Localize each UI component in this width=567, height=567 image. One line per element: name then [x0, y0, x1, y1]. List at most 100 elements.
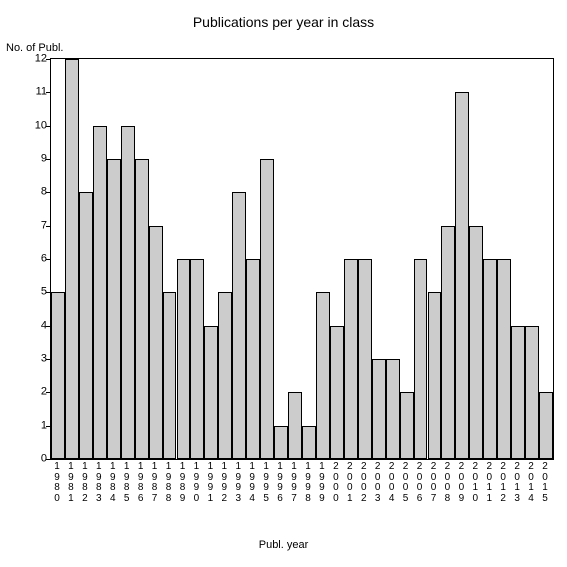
x-tick-label: 1 9 8 3	[94, 462, 104, 504]
y-tick-mark	[46, 359, 51, 360]
y-tick-label: 2	[23, 387, 47, 398]
bar	[107, 159, 121, 459]
x-tick-label: 1 9 9 6	[275, 462, 285, 504]
bar	[400, 392, 414, 459]
y-tick-label: 7	[23, 220, 47, 231]
bar	[93, 126, 107, 459]
x-tick-label: 1 9 9 9	[317, 462, 327, 504]
x-tick-label: 1 9 9 0	[191, 462, 201, 504]
x-tick-label: 1 9 9 5	[261, 462, 271, 504]
bar	[455, 92, 469, 459]
bar	[246, 259, 260, 459]
bar	[497, 259, 511, 459]
bar	[539, 392, 553, 459]
y-tick-mark	[46, 426, 51, 427]
bar	[428, 292, 442, 459]
x-tick-label: 2 0 0 7	[428, 462, 438, 504]
bar	[163, 292, 177, 459]
x-tick-label: 1 9 8 9	[177, 462, 187, 504]
y-tick-label: 0	[23, 454, 47, 465]
bar	[149, 226, 163, 459]
y-tick-mark	[46, 92, 51, 93]
bar	[288, 392, 302, 459]
x-tick-label: 1 9 8 1	[66, 462, 76, 504]
bar	[79, 192, 93, 459]
x-tick-label: 2 0 0 9	[456, 462, 466, 504]
y-tick-label: 10	[23, 120, 47, 131]
x-tick-label: 2 0 0 6	[415, 462, 425, 504]
y-tick-label: 1	[23, 420, 47, 431]
chart-title: Publications per year in class	[0, 14, 567, 30]
bar	[302, 426, 316, 459]
x-tick-label: 1 9 9 3	[233, 462, 243, 504]
bar	[177, 259, 191, 459]
bar	[232, 192, 246, 459]
bar	[511, 326, 525, 459]
x-tick-label: 1 9 8 5	[122, 462, 132, 504]
x-tick-label: 2 0 0 0	[331, 462, 341, 504]
bar	[190, 259, 204, 459]
bar	[51, 292, 65, 459]
bar	[218, 292, 232, 459]
y-tick-mark	[46, 326, 51, 327]
bar	[441, 226, 455, 459]
x-tick-label: 2 0 0 2	[359, 462, 369, 504]
y-tick-label: 5	[23, 287, 47, 298]
y-tick-label: 4	[23, 320, 47, 331]
x-tick-label: 1 9 8 6	[136, 462, 146, 504]
y-tick-label: 9	[23, 154, 47, 165]
x-tick-label: 2 0 0 8	[442, 462, 452, 504]
bar	[469, 226, 483, 459]
x-tick-label: 2 0 1 0	[470, 462, 480, 504]
x-tick-label: 2 0 1 1	[484, 462, 494, 504]
bar	[316, 292, 330, 459]
bars-group	[51, 59, 553, 459]
x-tick-label: 2 0 1 2	[498, 462, 508, 504]
y-tick-label: 3	[23, 354, 47, 365]
y-tick-mark	[46, 292, 51, 293]
x-tick-label: 1 9 8 7	[150, 462, 160, 504]
x-tick-label: 1 9 9 7	[289, 462, 299, 504]
bar	[135, 159, 149, 459]
y-tick-label: 6	[23, 254, 47, 265]
x-tick-label: 1 9 9 1	[205, 462, 215, 504]
y-tick-mark	[46, 159, 51, 160]
x-tick-label: 2 0 0 4	[387, 462, 397, 504]
y-tick-mark	[46, 226, 51, 227]
y-tick-label: 12	[23, 54, 47, 65]
bar	[121, 126, 135, 459]
bar	[204, 326, 218, 459]
x-tick-label: 2 0 1 4	[526, 462, 536, 504]
x-tick-label: 1 9 8 0	[52, 462, 62, 504]
y-tick-mark	[46, 192, 51, 193]
x-tick-label: 2 0 1 5	[540, 462, 550, 504]
y-tick-label: 8	[23, 187, 47, 198]
bar	[372, 359, 386, 459]
x-tick-label: 1 9 9 4	[247, 462, 257, 504]
y-tick-mark	[46, 392, 51, 393]
x-tick-label: 2 0 1 3	[512, 462, 522, 504]
x-axis-label: Publ. year	[0, 539, 567, 551]
bar	[330, 326, 344, 459]
plot-area: 0123456789101112	[50, 58, 554, 460]
chart-container: Publications per year in class No. of Pu…	[0, 0, 567, 567]
bar	[414, 259, 428, 459]
x-tick-label: 2 0 0 5	[401, 462, 411, 504]
y-tick-label: 11	[23, 87, 47, 98]
bar	[344, 259, 358, 459]
x-tick-label: 1 9 9 2	[219, 462, 229, 504]
bar	[386, 359, 400, 459]
y-tick-mark	[46, 59, 51, 60]
x-tick-label: 1 9 8 4	[108, 462, 118, 504]
bar	[65, 59, 79, 459]
x-tick-label: 1 9 8 8	[164, 462, 174, 504]
y-tick-mark	[46, 126, 51, 127]
x-tick-group: 1 9 8 0 1 9 8 1 1 9 8 2 1 9 8 3 1 9 8 4 1 9 8…	[50, 460, 552, 520]
bar	[358, 259, 372, 459]
x-tick-label: 1 9 9 8	[303, 462, 313, 504]
bar	[260, 159, 274, 459]
bar	[274, 426, 288, 459]
bar	[483, 259, 497, 459]
y-tick-mark	[46, 259, 51, 260]
x-tick-label: 1 9 8 2	[80, 462, 90, 504]
